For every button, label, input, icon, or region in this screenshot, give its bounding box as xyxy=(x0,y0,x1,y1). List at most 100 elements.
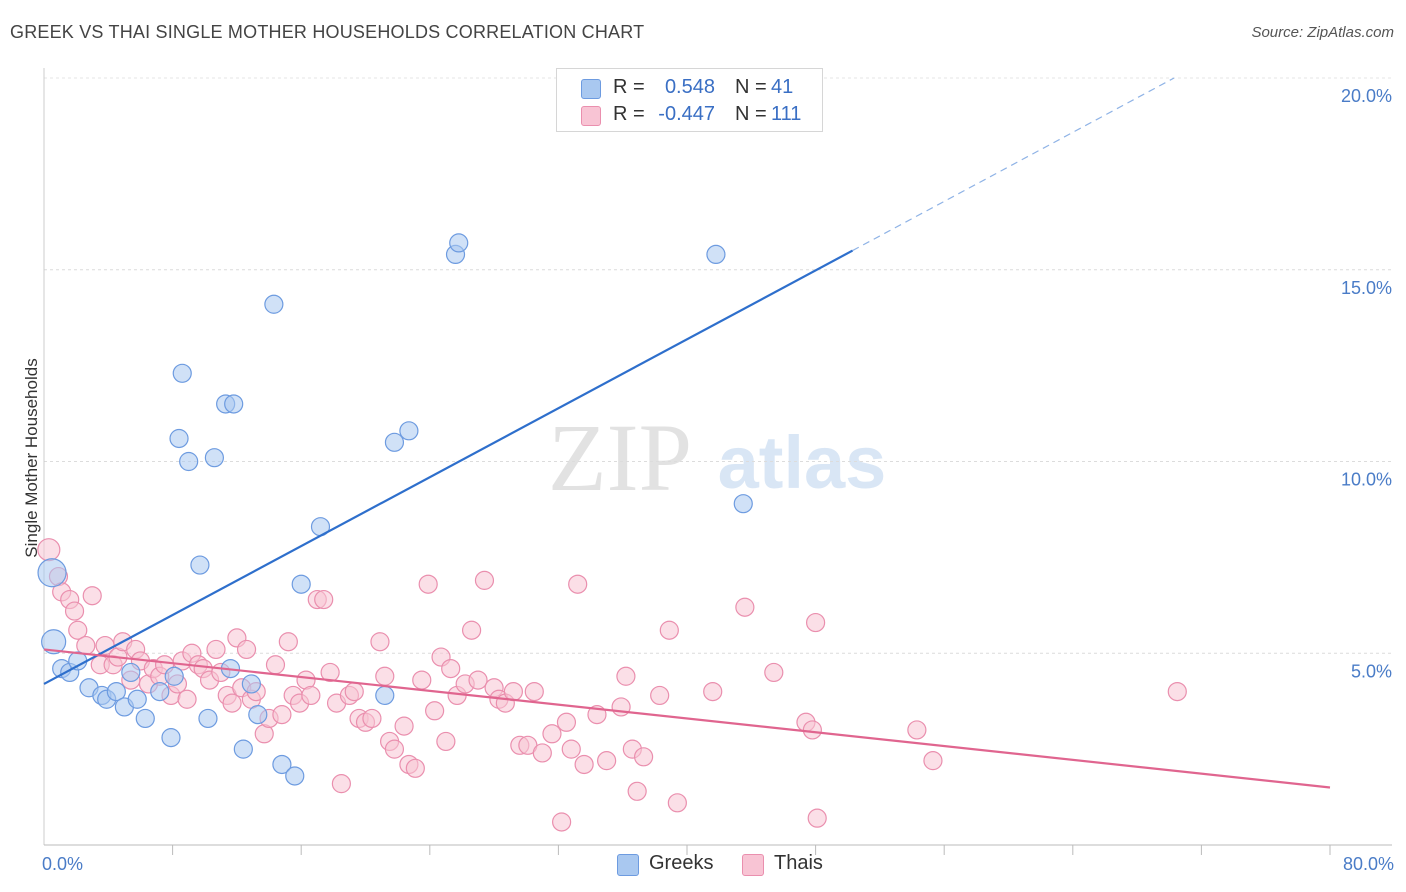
thai-point xyxy=(650,685,670,706)
greek-point xyxy=(384,432,405,452)
thai-point xyxy=(461,620,482,640)
thai-point xyxy=(236,639,257,660)
thai-point xyxy=(807,808,827,828)
thai-point xyxy=(278,632,298,652)
thai-point xyxy=(370,632,390,652)
greek-point xyxy=(233,739,253,759)
series-legend: Greeks Thais xyxy=(0,852,1406,878)
greek-point xyxy=(179,451,199,472)
greek-point xyxy=(37,558,67,588)
legend-n-label: N = xyxy=(735,103,767,125)
greek-point xyxy=(264,294,284,314)
thai-point xyxy=(524,681,544,702)
thai-point xyxy=(552,812,572,832)
thai-point xyxy=(474,570,495,590)
thai-point xyxy=(597,751,617,771)
thai-point xyxy=(532,743,552,763)
thai-point xyxy=(659,620,679,640)
thai-point xyxy=(503,681,523,702)
thai-point xyxy=(556,712,577,732)
legend-label-greeks: Greeks xyxy=(649,852,714,874)
thai-point xyxy=(703,681,723,702)
greek-point xyxy=(169,428,189,449)
legend-r-value: 0.548 xyxy=(664,76,715,98)
thai-point xyxy=(468,670,488,690)
greek-point xyxy=(285,766,305,786)
greek-point xyxy=(375,685,395,706)
thai-point xyxy=(425,701,445,721)
thai-point xyxy=(735,597,755,617)
legend-label-thais: Thais xyxy=(774,852,823,874)
thai-point xyxy=(331,774,351,794)
thai-point xyxy=(384,739,405,759)
greek-point xyxy=(172,363,192,383)
thai-point xyxy=(394,716,414,736)
greek-point xyxy=(106,681,126,702)
thai-point xyxy=(301,685,321,706)
greek-point xyxy=(135,708,155,729)
thai-point xyxy=(805,612,826,633)
thai-point xyxy=(405,758,425,778)
thai-point xyxy=(667,793,687,813)
legend-n-label: N = xyxy=(735,76,767,98)
thai-point xyxy=(441,658,461,679)
thai-point xyxy=(68,620,88,640)
x-tick-label-max: 80.0% xyxy=(1343,854,1394,874)
y-tick-label: 15.0% xyxy=(1341,278,1392,298)
greek-point xyxy=(241,674,261,694)
greek-trend-extension xyxy=(852,77,1175,252)
y-axis-label: Single Mother Households xyxy=(22,358,41,557)
thai-point xyxy=(272,705,292,725)
greek-point xyxy=(164,666,184,686)
y-tick-label: 10.0% xyxy=(1341,470,1392,490)
legend-n-value: 111 xyxy=(771,103,802,125)
stats-legend: R = 0.548 N = 41 R = -0.447 N = 111 xyxy=(556,68,823,132)
greek-trend-line xyxy=(43,249,854,685)
thai-point xyxy=(574,754,594,775)
thai-point xyxy=(436,731,456,752)
x-tick-label-min: 0.0% xyxy=(42,854,83,874)
greek-point xyxy=(190,555,210,575)
thai-point xyxy=(344,681,364,702)
greek-point xyxy=(127,689,147,709)
greek-point xyxy=(272,754,292,775)
thai-point xyxy=(616,666,636,686)
greek-point xyxy=(399,421,419,441)
thai-point xyxy=(611,697,631,717)
thai-point xyxy=(561,739,581,759)
source-credit: Source: ZipAtlas.com xyxy=(1251,24,1394,41)
greek-point xyxy=(248,705,268,725)
thai-point xyxy=(206,639,226,660)
thai-point xyxy=(362,708,382,729)
greek-point xyxy=(161,728,181,748)
thai-point xyxy=(907,720,927,740)
legend-n-value: 41 xyxy=(771,76,794,98)
y-tick-label: 20.0% xyxy=(1341,86,1392,106)
legend-row-greeks: R = 0.548 N = 41 xyxy=(557,75,822,101)
y-tick-label: 5.0% xyxy=(1351,661,1392,681)
greek-point xyxy=(706,244,726,265)
thai-point xyxy=(412,670,432,690)
thai-point xyxy=(320,662,340,683)
legend-row-thais: R = -0.447 N = 111 xyxy=(557,102,822,128)
legend-r-label: R = xyxy=(613,76,645,98)
thai-point xyxy=(375,666,395,686)
watermark-atlas: atlas xyxy=(718,421,887,504)
thai-trend-line xyxy=(43,648,1331,789)
legend-swatch-greeks xyxy=(581,79,601,99)
greek-point xyxy=(150,681,170,702)
greek-point xyxy=(41,629,67,655)
watermark-zip: ZIP xyxy=(548,404,692,511)
greek-point xyxy=(198,708,218,729)
thai-point xyxy=(265,655,286,675)
thai-point xyxy=(222,693,242,713)
greek-point xyxy=(733,494,753,514)
thai-point xyxy=(542,724,562,744)
thai-point xyxy=(568,574,588,594)
thai-point xyxy=(64,601,85,621)
thai-point xyxy=(418,574,438,594)
greek-point xyxy=(291,574,311,594)
legend-r-label: R = xyxy=(613,103,645,125)
legend-r-value: -0.447 xyxy=(658,103,715,125)
